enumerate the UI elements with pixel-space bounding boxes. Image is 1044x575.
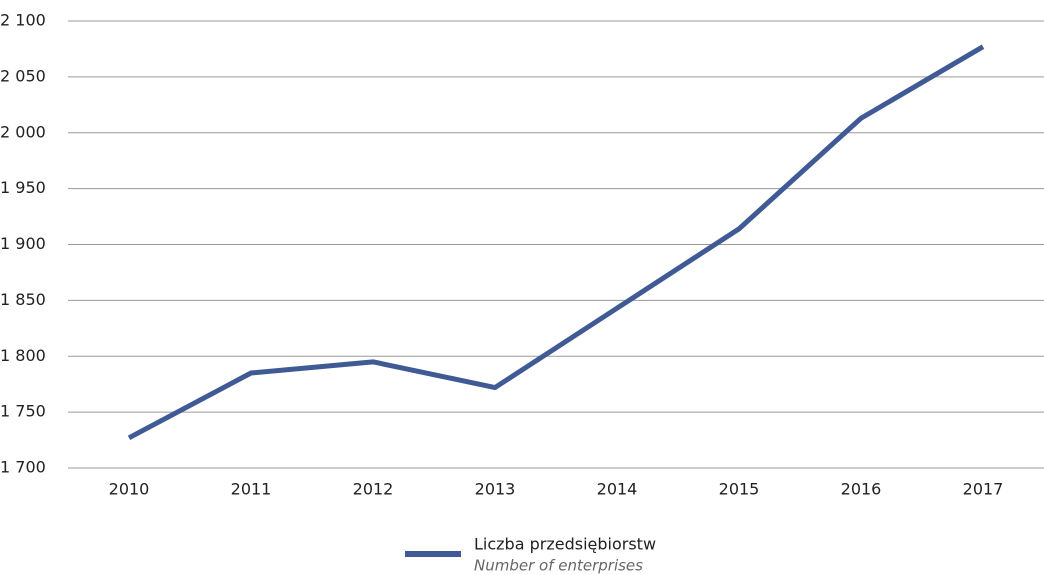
x-tick-label: 2013	[475, 480, 516, 499]
x-tick-label: 2014	[597, 480, 638, 499]
x-tick-label: 2017	[963, 480, 1004, 499]
y-tick-label: 2 000	[0, 122, 46, 141]
y-tick-label: 1 950	[0, 178, 46, 197]
y-tick-label: 1 800	[0, 346, 46, 365]
y-tick-label: 2 050	[0, 66, 46, 85]
x-tick-label: 2010	[109, 480, 150, 499]
legend-label: Liczba przedsiębiorstw	[474, 535, 656, 554]
x-tick-label: 2011	[231, 480, 272, 499]
y-tick-label: 1 750	[0, 402, 46, 421]
x-tick-label: 2016	[841, 480, 882, 499]
y-tick-label: 2 100	[0, 11, 46, 30]
legend-label-en: Number of enterprises	[474, 557, 643, 575]
x-tick-label: 2012	[353, 480, 394, 499]
y-tick-label: 1 900	[0, 234, 46, 253]
x-tick-label: 2015	[719, 480, 760, 499]
y-tick-label: 1 700	[0, 458, 46, 477]
line-series	[127, 44, 985, 441]
y-tick-label: 1 850	[0, 290, 46, 309]
